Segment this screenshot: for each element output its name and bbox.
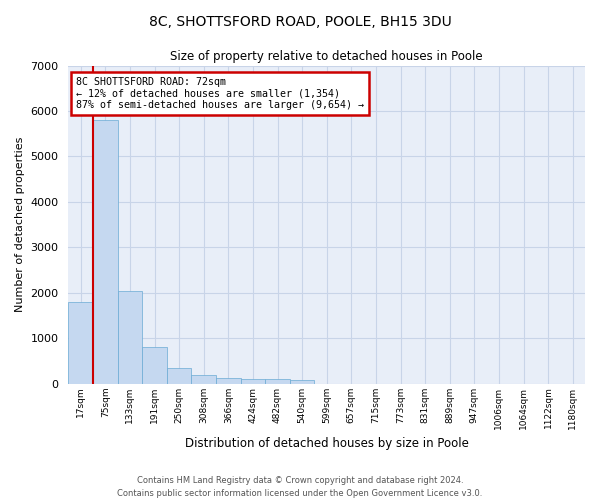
Bar <box>191 375 216 384</box>
Bar <box>93 120 118 384</box>
Bar <box>216 378 241 384</box>
Text: Contains HM Land Registry data © Crown copyright and database right 2024.
Contai: Contains HM Land Registry data © Crown c… <box>118 476 482 498</box>
Bar <box>241 379 265 384</box>
X-axis label: Distribution of detached houses by size in Poole: Distribution of detached houses by size … <box>185 437 469 450</box>
Title: Size of property relative to detached houses in Poole: Size of property relative to detached ho… <box>170 50 483 63</box>
Bar <box>265 380 290 384</box>
Bar <box>118 290 142 384</box>
Bar <box>290 380 314 384</box>
Bar <box>68 302 93 384</box>
Text: 8C, SHOTTSFORD ROAD, POOLE, BH15 3DU: 8C, SHOTTSFORD ROAD, POOLE, BH15 3DU <box>149 15 451 29</box>
Bar <box>142 348 167 384</box>
Y-axis label: Number of detached properties: Number of detached properties <box>15 137 25 312</box>
Bar <box>167 368 191 384</box>
Text: 8C SHOTTSFORD ROAD: 72sqm
← 12% of detached houses are smaller (1,354)
87% of se: 8C SHOTTSFORD ROAD: 72sqm ← 12% of detac… <box>76 76 364 110</box>
